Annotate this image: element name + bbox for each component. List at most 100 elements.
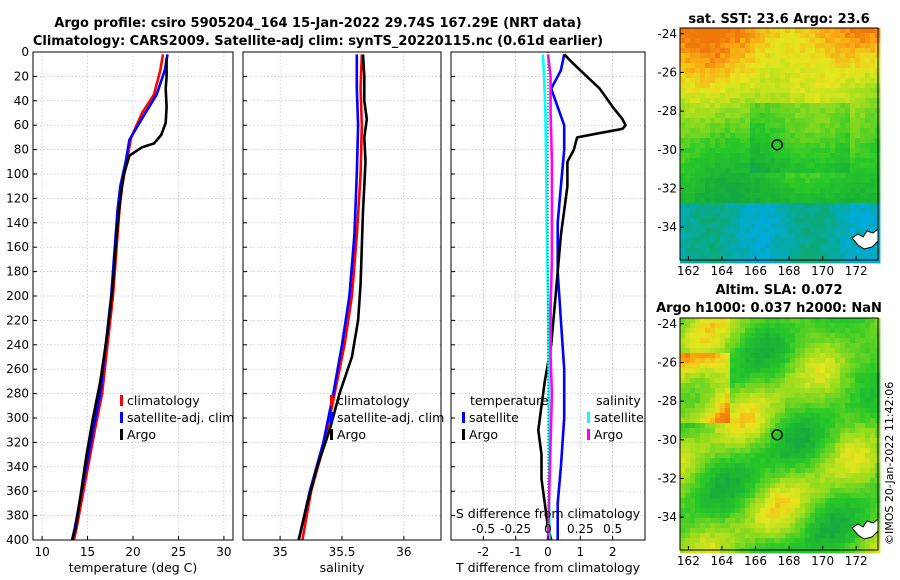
field-cell [825,103,831,109]
field-cell [790,548,796,554]
field-cell [710,428,716,434]
field-cell [860,113,866,119]
field-cell [685,103,691,109]
field-cell [830,103,836,109]
field-cell [820,138,826,144]
field-cell [775,158,781,164]
field-cell [775,468,781,474]
field-cell [835,248,841,254]
field-cell [710,63,716,69]
field-cell [855,248,861,254]
field-cell [800,318,806,324]
field-cell [750,378,756,384]
field-cell [825,83,831,89]
field-cell [790,103,796,109]
y-tick-label: 20 [14,69,29,83]
field-cell [870,58,876,64]
field-cell [845,118,851,124]
field-cell [765,423,771,429]
field-cell [870,498,876,504]
field-cell [695,158,701,164]
field-cell [750,218,756,224]
field-cell [850,28,856,34]
field-cell [795,388,801,394]
field-cell [785,248,791,254]
field-cell [720,403,726,409]
field-cell [790,183,796,189]
field-cell [690,138,696,144]
field-cell [825,443,831,449]
field-cell [810,413,816,419]
field-cell [795,63,801,69]
field-cell [820,358,826,364]
field-cell [735,98,741,104]
field-cell [695,423,701,429]
field-cell [845,148,851,154]
field-cell [705,463,711,469]
field-cell [760,53,766,59]
field-cell [725,538,731,544]
field-cell [855,148,861,154]
field-cell [800,58,806,64]
field-cell [705,213,711,219]
field-cell [710,83,716,89]
field-cell [770,83,776,89]
field-cell [825,188,831,194]
field-cell [830,43,836,49]
field-cell [790,63,796,69]
field-cell [695,453,701,459]
field-cell [870,468,876,474]
field-cell [680,528,686,534]
field-cell [855,398,861,404]
field-cell [795,498,801,504]
field-cell [710,243,716,249]
field-cell [810,38,816,44]
field-cell [865,318,871,324]
field-cell [725,43,731,49]
field-cell [790,478,796,484]
field-cell [850,528,856,534]
field-cell [700,58,706,64]
field-cell [795,378,801,384]
field-cell [740,453,746,459]
sst-map-frame [679,27,879,261]
field-cell [830,223,836,229]
field-cell [820,173,826,179]
field-cell [780,358,786,364]
field-cell [810,463,816,469]
field-cell [765,243,771,249]
field-cell [805,48,811,54]
field-cell [790,28,796,34]
field-cell [785,33,791,39]
field-cell [805,368,811,374]
field-cell [835,173,841,179]
field-cell [800,188,806,194]
field-cell [865,478,871,484]
field-cell [805,463,811,469]
field-cell [745,428,751,434]
field-cell [845,538,851,544]
field-cell [750,463,756,469]
field-cell [770,488,776,494]
field-cell [685,193,691,199]
field-cell [770,138,776,144]
field-cell [795,113,801,119]
legend-salinity-satellite: satellite [594,410,644,425]
field-cell [705,378,711,384]
field-cell [690,378,696,384]
field-cell [740,538,746,544]
field-cell [765,433,771,439]
field-cell [680,28,686,34]
field-cell [725,428,731,434]
field-cell [830,463,836,469]
field-cell [715,218,721,224]
field-cell [690,68,696,74]
field-cell [830,318,836,324]
field-cell [815,378,821,384]
field-cell [730,203,736,209]
field-cell [755,398,761,404]
field-cell [740,68,746,74]
field-cell [780,223,786,229]
field-cell [770,118,776,124]
